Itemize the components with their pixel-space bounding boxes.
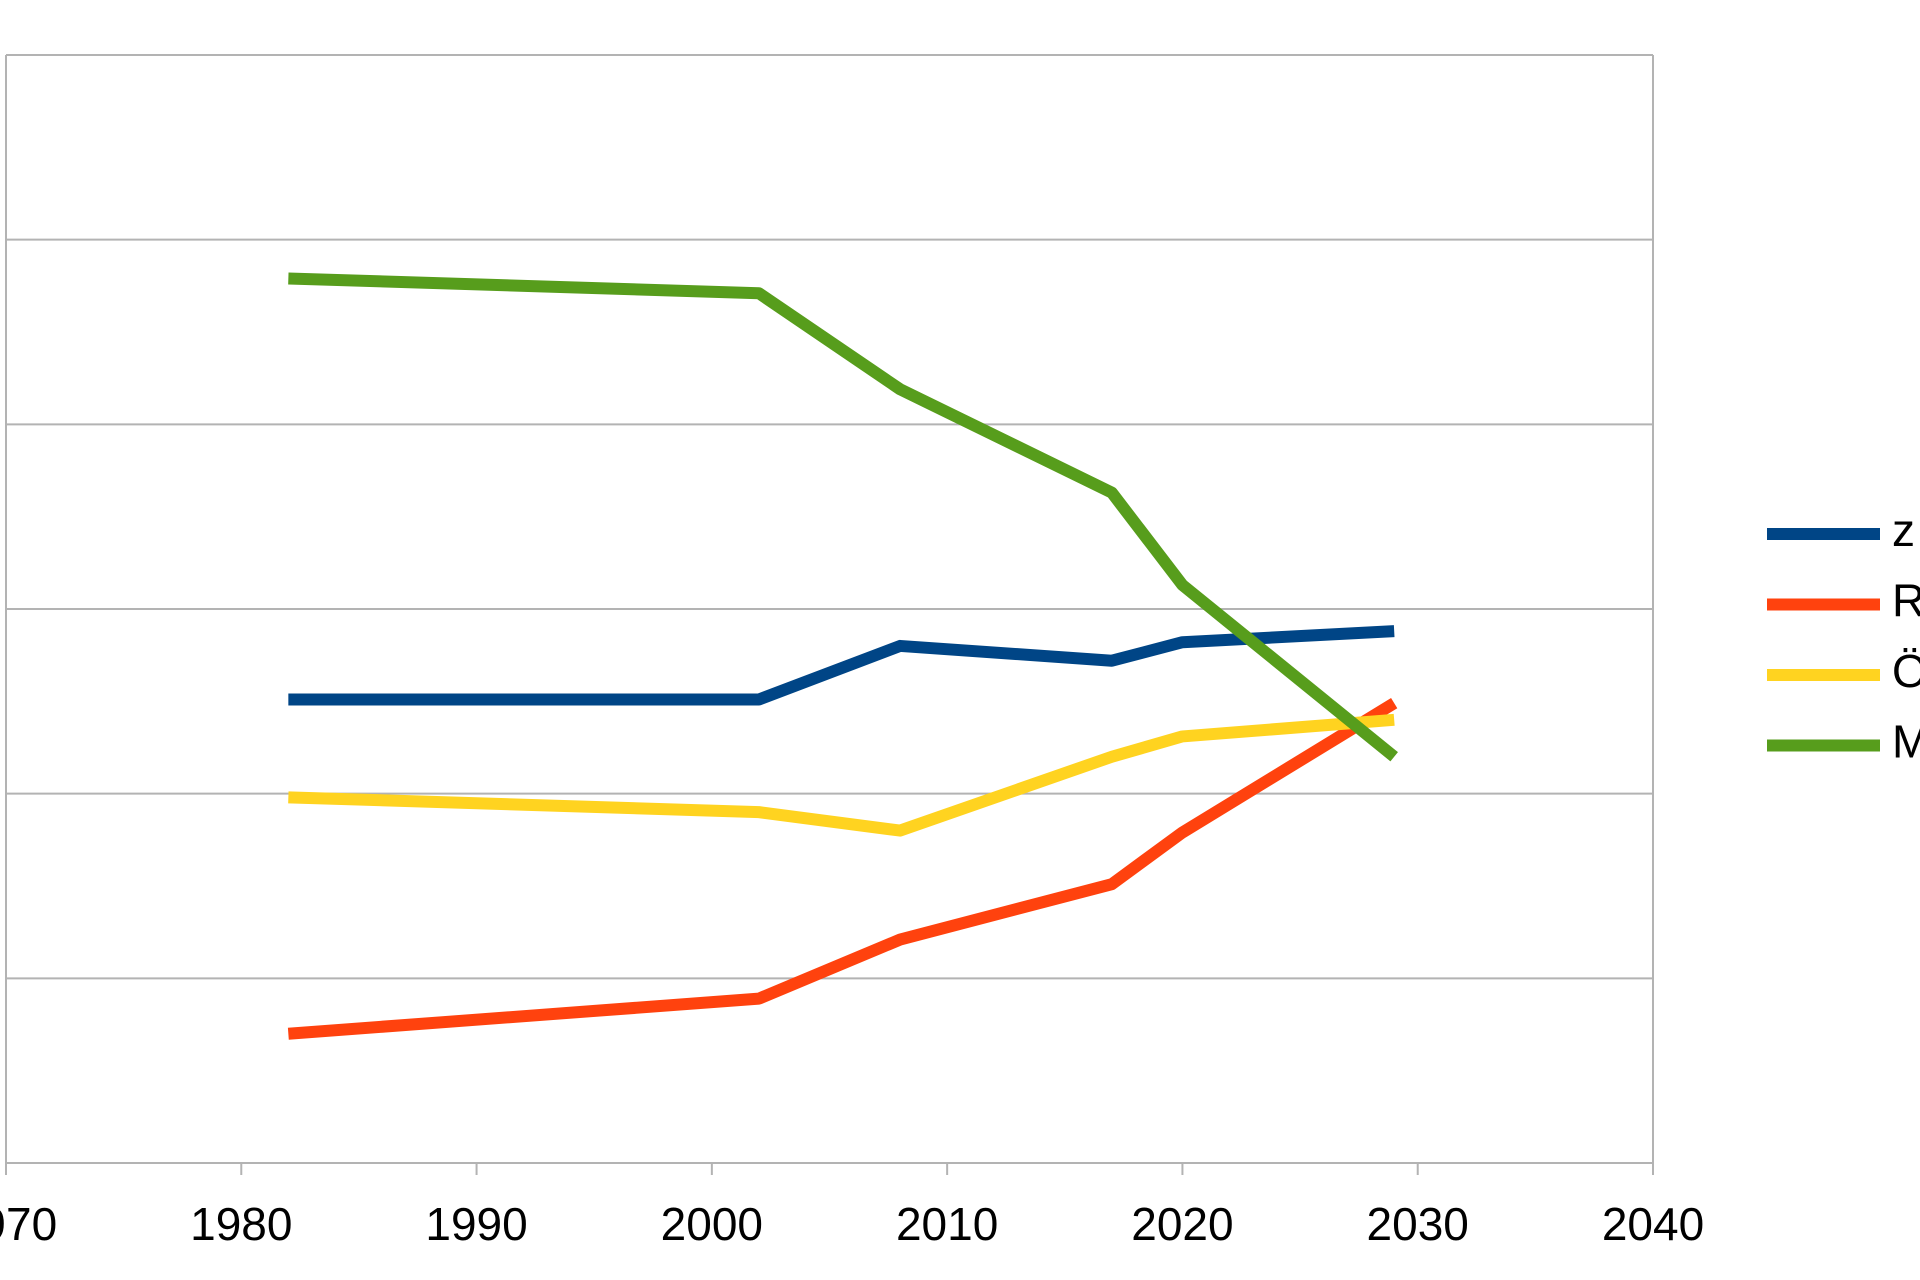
series-line bbox=[287, 698, 1398, 1040]
legend-label: z bbox=[1892, 504, 1915, 556]
x-tick-label: 2040 bbox=[1602, 1198, 1704, 1250]
x-tick-label: 2010 bbox=[896, 1198, 998, 1250]
x-tick-label: 1970 bbox=[0, 1198, 57, 1250]
series-line bbox=[288, 625, 1395, 706]
legend-label: Ö bbox=[1892, 645, 1920, 697]
x-tick-label: 1990 bbox=[425, 1198, 527, 1250]
x-tick-label: 2020 bbox=[1131, 1198, 1233, 1250]
x-tick-label: 1980 bbox=[190, 1198, 292, 1250]
series-line bbox=[288, 272, 1398, 762]
legend-label: M bbox=[1892, 716, 1920, 768]
x-tick-label: 2030 bbox=[1367, 1198, 1469, 1250]
legend-label: R bbox=[1892, 575, 1920, 627]
x-tick-label: 2000 bbox=[661, 1198, 763, 1250]
series-line bbox=[288, 713, 1395, 837]
